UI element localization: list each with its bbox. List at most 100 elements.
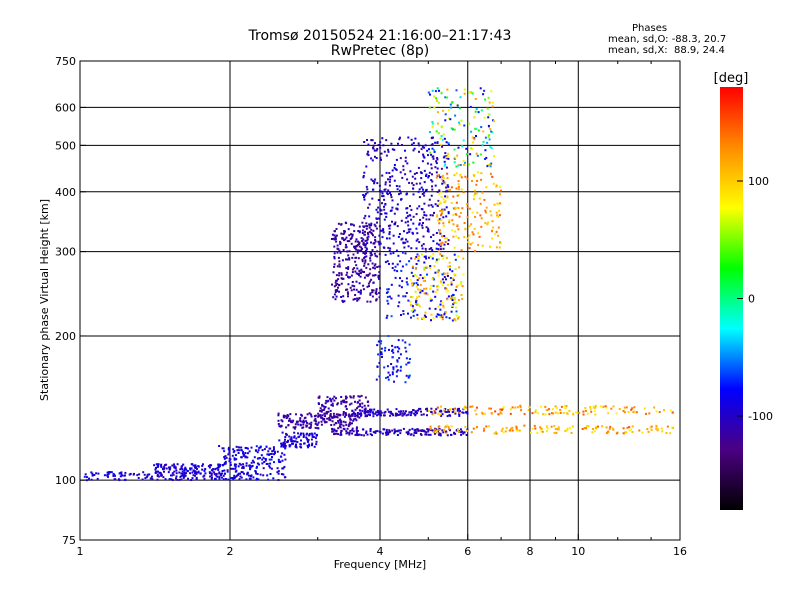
data-point — [427, 154, 429, 157]
data-point — [124, 474, 126, 477]
data-point — [432, 317, 435, 320]
data-point — [446, 155, 449, 158]
data-point — [442, 174, 445, 177]
data-point — [374, 239, 377, 241]
data-point — [353, 412, 356, 415]
data-point — [341, 259, 344, 262]
data-point — [387, 410, 390, 413]
data-point — [328, 417, 331, 419]
data-point — [228, 460, 231, 463]
data-point — [396, 207, 399, 210]
data-point — [225, 456, 228, 459]
data-point — [336, 244, 339, 247]
data-point — [320, 410, 323, 413]
data-point — [436, 167, 439, 170]
data-point — [378, 271, 381, 274]
data-point — [372, 431, 375, 434]
data-point — [440, 191, 443, 194]
data-point — [322, 409, 325, 411]
data-point — [372, 289, 375, 292]
data-point — [399, 429, 402, 432]
data-point — [439, 137, 442, 140]
data-point — [376, 221, 378, 224]
data-point — [353, 288, 355, 291]
data-point — [322, 418, 325, 421]
data-point — [270, 458, 273, 461]
data-point — [356, 267, 359, 270]
data-point — [355, 419, 358, 422]
data-point — [373, 252, 376, 255]
data-point — [299, 417, 302, 420]
data-point — [349, 429, 352, 432]
data-point — [401, 144, 403, 146]
data-point — [234, 467, 237, 470]
data-point — [387, 378, 390, 381]
data-point — [393, 428, 396, 431]
data-point — [437, 101, 440, 104]
data-point — [454, 306, 457, 309]
data-point — [360, 249, 363, 252]
data-point — [523, 413, 526, 416]
data-point — [306, 444, 309, 447]
colorbar-label: [deg] — [714, 71, 749, 86]
data-point — [429, 265, 432, 267]
data-point — [554, 428, 557, 430]
data-point — [495, 431, 498, 433]
data-point — [393, 380, 395, 383]
data-point — [459, 212, 462, 214]
data-point — [442, 257, 445, 260]
data-point — [442, 198, 445, 201]
data-point — [429, 425, 432, 428]
data-point — [337, 421, 340, 424]
data-point — [461, 145, 464, 148]
data-point — [358, 282, 361, 285]
data-point — [437, 122, 439, 125]
data-point — [409, 205, 411, 208]
data-point — [439, 202, 442, 205]
data-point — [338, 290, 340, 293]
data-point — [432, 290, 435, 293]
data-point — [184, 466, 187, 469]
data-point — [372, 412, 375, 415]
data-point — [466, 153, 468, 156]
data-point — [402, 165, 405, 168]
data-point — [378, 184, 381, 187]
data-point — [90, 471, 93, 474]
data-point — [258, 463, 260, 466]
data-point — [448, 428, 451, 431]
data-point — [209, 475, 212, 478]
data-point — [475, 406, 478, 409]
data-point — [433, 95, 435, 98]
data-point — [464, 161, 466, 164]
data-point — [368, 272, 371, 275]
data-point — [284, 447, 287, 450]
data-point — [452, 294, 455, 296]
data-point — [493, 432, 496, 435]
data-point — [201, 468, 204, 471]
data-point — [495, 184, 498, 187]
data-point — [306, 438, 309, 441]
data-point — [635, 411, 638, 414]
data-point — [280, 455, 283, 458]
data-point — [452, 207, 455, 210]
data-point — [339, 433, 342, 436]
data-point — [333, 423, 336, 426]
data-point — [397, 254, 400, 257]
data-point — [444, 200, 447, 203]
data-point — [226, 469, 229, 472]
data-point — [554, 411, 557, 414]
data-point — [447, 188, 450, 191]
data-point — [255, 477, 258, 480]
data-point — [489, 210, 492, 213]
data-point — [175, 472, 178, 475]
data-point — [348, 257, 351, 260]
data-point — [228, 447, 230, 450]
data-point — [376, 365, 379, 368]
data-point — [229, 458, 232, 461]
data-point — [356, 249, 359, 252]
data-point — [154, 471, 157, 474]
data-point — [453, 246, 456, 249]
data-point — [298, 435, 301, 438]
data-point — [446, 272, 449, 275]
y-tick-label: 75 — [62, 534, 76, 547]
